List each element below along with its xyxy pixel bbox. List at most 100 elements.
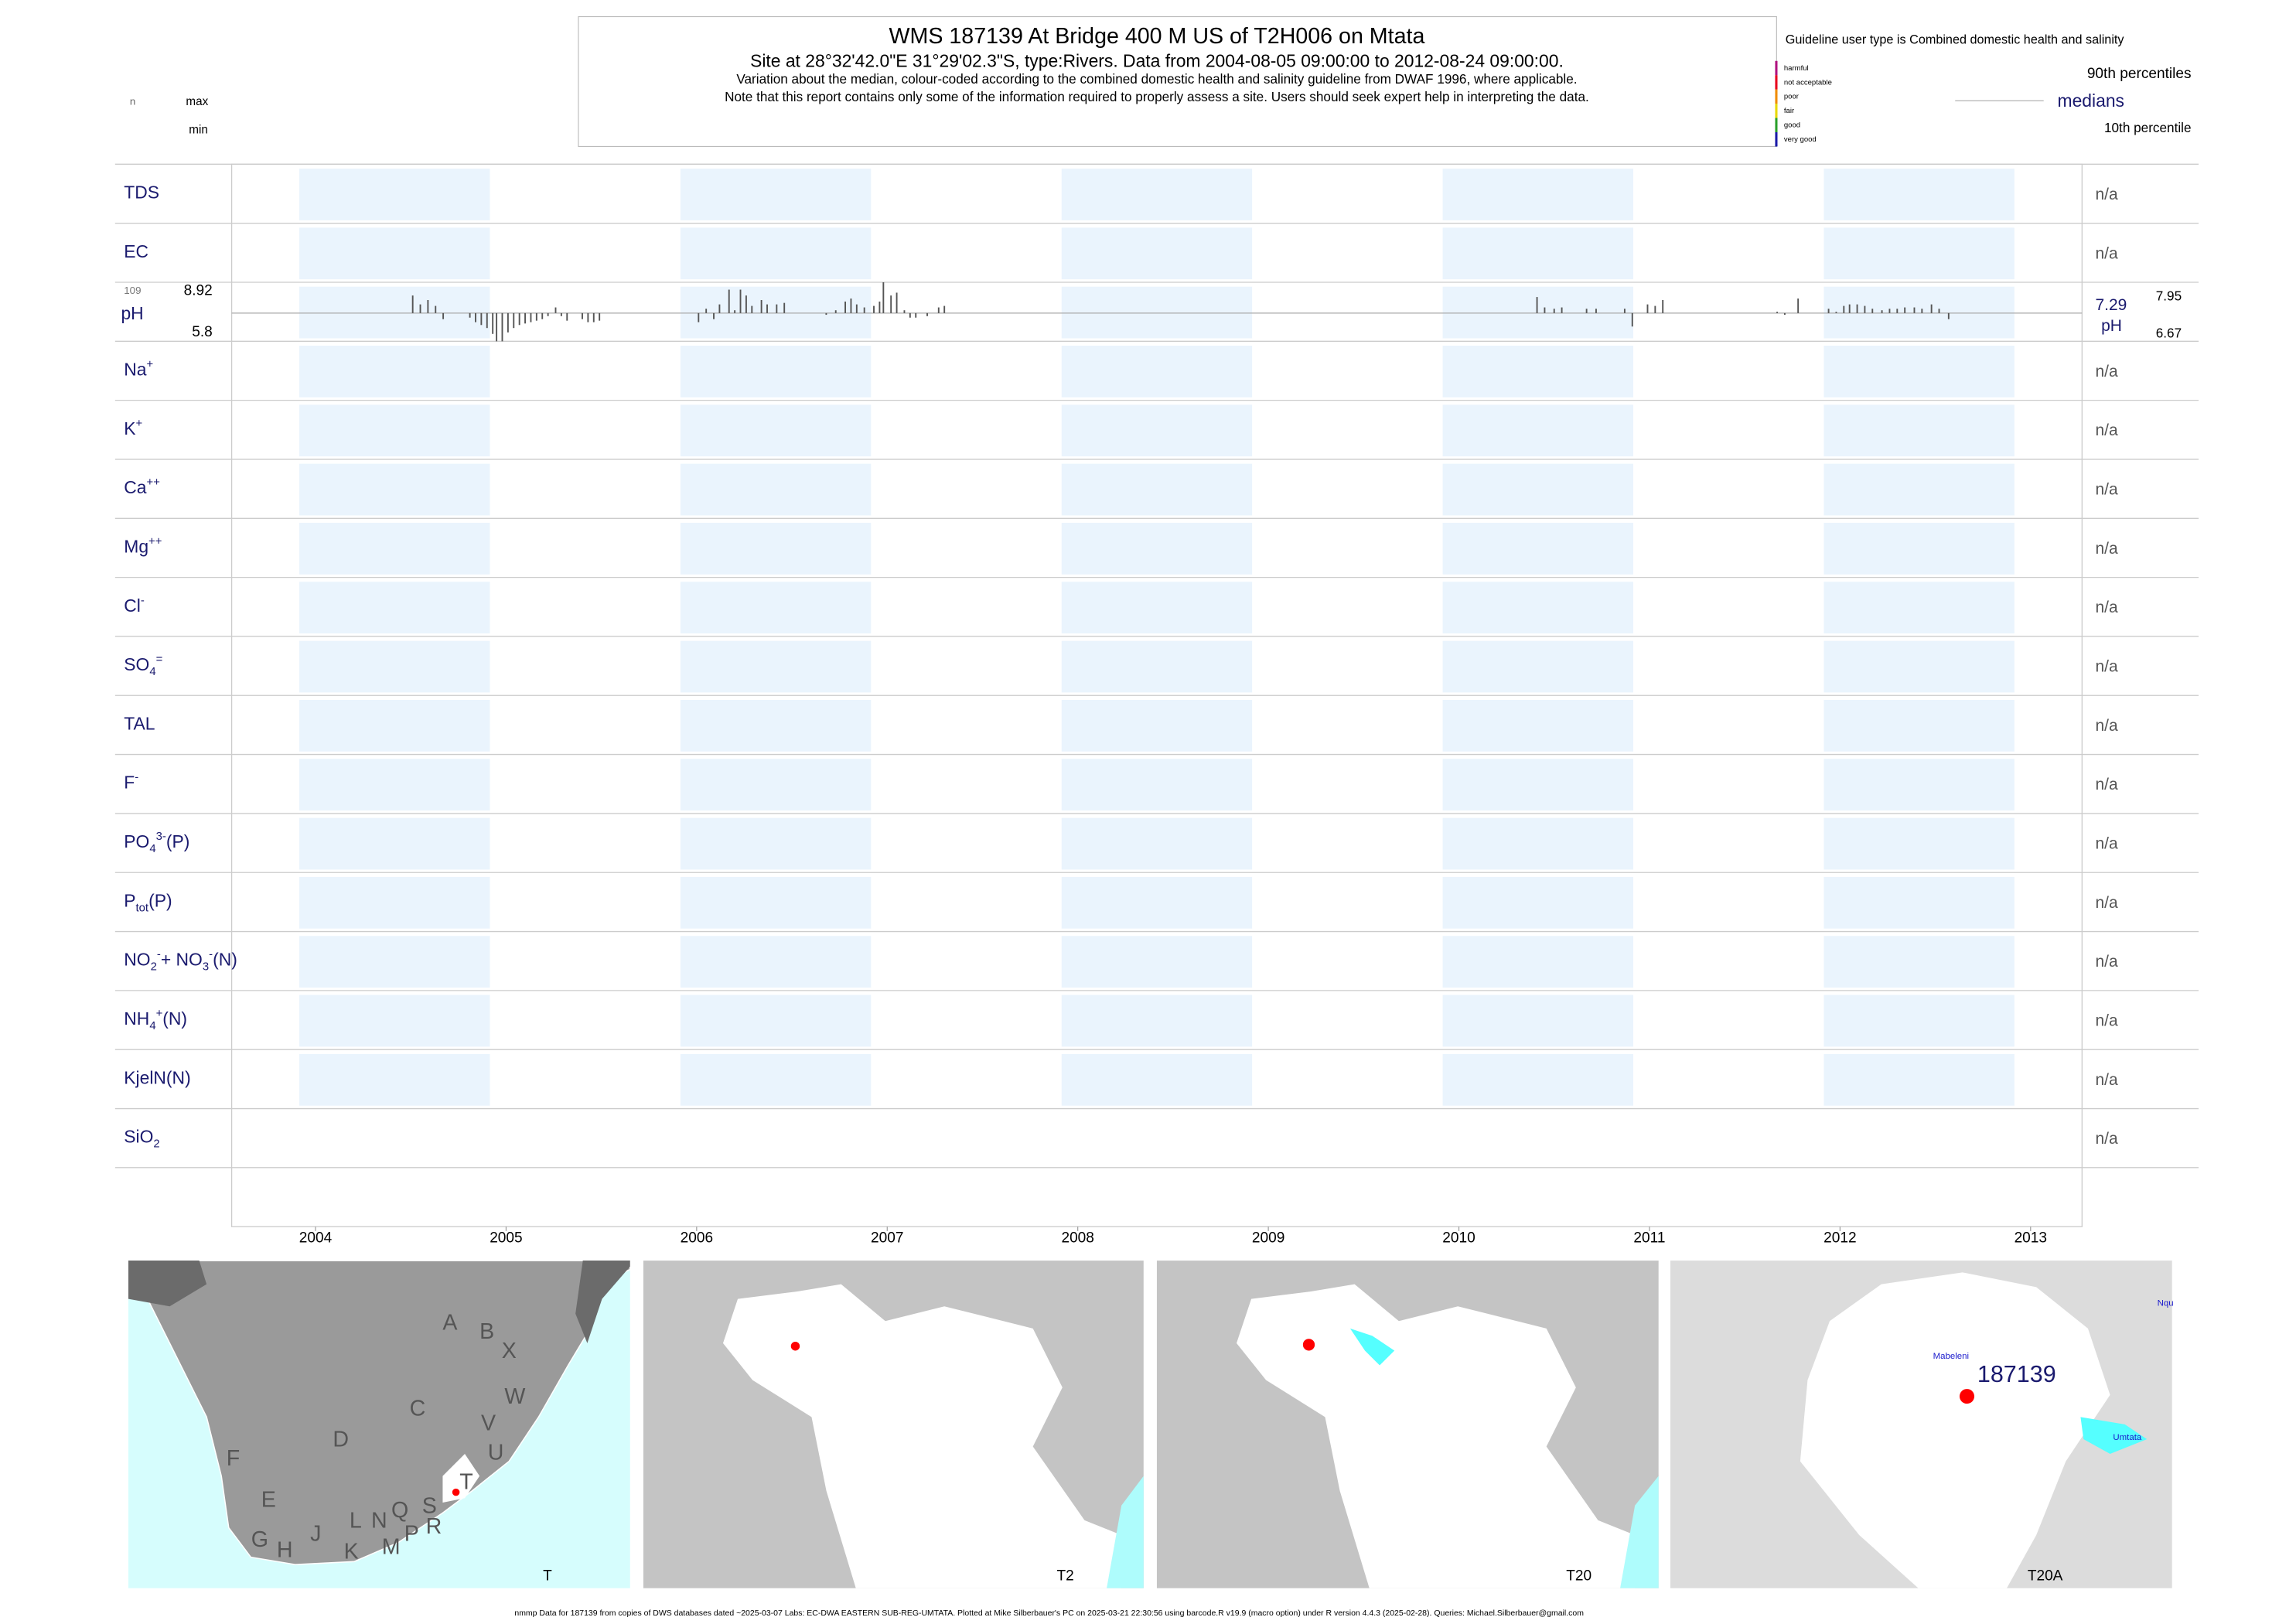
year-band — [1061, 286, 1253, 339]
year-band — [680, 876, 872, 929]
status: n/a — [2095, 363, 2117, 380]
class-swatch — [1775, 132, 1778, 147]
status: n/a — [2095, 776, 2117, 793]
year-band — [680, 817, 872, 870]
guideline-text: Guideline user type is Combined domestic… — [1786, 32, 2125, 46]
legend-p10: 10th percentile — [2104, 120, 2192, 135]
place-label: Umtata — [2113, 1433, 2142, 1442]
year-band — [299, 169, 490, 220]
year-band — [1061, 169, 1253, 220]
subtitle: Site at 28°32'42.0"E 31°29'02.3"S, type:… — [750, 51, 1564, 71]
site-dot — [452, 1488, 460, 1496]
row-label: PO43-(P) — [124, 831, 189, 855]
class-label: good — [1784, 121, 1800, 130]
year-band — [1061, 227, 1253, 280]
year-band — [1442, 936, 1634, 988]
status: n/a — [2095, 894, 2117, 912]
label-part: - — [157, 949, 161, 961]
note: Variation about the median, colour-coded… — [736, 71, 1577, 87]
year-band — [1823, 227, 2015, 280]
region-label: G — [251, 1527, 268, 1552]
year-band — [1823, 936, 2015, 988]
region-label: E — [261, 1488, 276, 1513]
region-label: N — [371, 1508, 387, 1533]
year-band — [680, 1053, 872, 1106]
year-band — [1061, 523, 1253, 575]
label-part: K — [124, 418, 135, 438]
year-band — [1061, 1053, 1253, 1106]
map-neighbour — [128, 1261, 207, 1307]
place-label: Nqu — [2158, 1298, 2174, 1308]
map-catchment — [722, 1284, 1122, 1588]
label-part: P — [124, 890, 135, 910]
row-label: Mg++ — [124, 535, 162, 556]
label-part: 4 — [149, 1020, 155, 1032]
year-band — [299, 286, 490, 339]
maps: T T2 T20 187139 Mabeleni Umtata Nqu T20A… — [128, 1260, 2174, 1588]
label-part: F — [124, 773, 135, 793]
label-part: 2 — [153, 1138, 159, 1151]
year-band — [680, 463, 872, 516]
label-part: pH — [121, 303, 143, 323]
region-label: W — [504, 1384, 525, 1409]
year-band — [1061, 759, 1253, 811]
max-value: 8.92 — [184, 282, 213, 299]
year-band — [299, 876, 490, 929]
year-band — [1823, 640, 2015, 693]
class-swatch — [1775, 104, 1778, 118]
label-part: 3- — [156, 831, 166, 843]
year-band — [299, 227, 490, 280]
status: n/a — [2095, 599, 2117, 616]
year-band — [680, 582, 872, 634]
row-label: NO2-+ NO3-(N) — [124, 949, 237, 974]
year-band — [1442, 1053, 1634, 1106]
region-label: U — [488, 1441, 504, 1465]
label-part: Na — [124, 360, 147, 380]
label-part: SO — [124, 654, 149, 674]
year-band — [1823, 169, 2015, 220]
year-band — [680, 227, 872, 280]
map-sea — [1107, 1476, 1144, 1588]
status: n/a — [2095, 1130, 2117, 1148]
year-band — [680, 699, 872, 752]
region-label: C — [410, 1396, 426, 1421]
year-band — [299, 463, 490, 516]
label-part: SiO — [124, 1127, 153, 1147]
class-swatch — [1775, 118, 1778, 133]
year-band — [299, 817, 490, 870]
year-band — [1823, 286, 2015, 339]
label-part: 2 — [151, 961, 157, 974]
legend-p90: 90th percentiles — [2087, 66, 2192, 82]
map-label: T20 — [1566, 1568, 1592, 1584]
label-part: Ca — [124, 477, 147, 497]
year-band — [299, 346, 490, 397]
row-label: SiO2 — [124, 1127, 159, 1151]
x-tick-label: 2011 — [1633, 1230, 1665, 1246]
class-label: poor — [1784, 93, 1800, 101]
year-band — [1442, 759, 1634, 811]
year-band — [1442, 227, 1634, 280]
status: n/a — [2095, 658, 2117, 676]
year-band — [1061, 463, 1253, 516]
label-part: 3 — [203, 961, 209, 974]
footer: nmmp Data for 187139 from copies of DWS … — [514, 1609, 1584, 1618]
region-label: L — [350, 1508, 362, 1533]
map-label: T2 — [1057, 1568, 1074, 1584]
x-tick-label: 2013 — [2015, 1230, 2047, 1246]
label-part: KjelN(N) — [124, 1067, 190, 1087]
x-tick-label: 2009 — [1252, 1230, 1284, 1246]
row-label: Ca++ — [124, 476, 160, 497]
row-label: Cl- — [124, 595, 145, 616]
region-label: J — [310, 1522, 321, 1547]
year-band — [1442, 404, 1634, 457]
year-band — [680, 286, 872, 339]
year-band — [680, 523, 872, 575]
map-catchment — [1236, 1284, 1636, 1588]
n-value: 109 — [124, 285, 141, 296]
status: n/a — [2095, 717, 2117, 735]
status: n/a — [2095, 186, 2117, 203]
row-label: TDS — [124, 183, 159, 203]
status: n/a — [2095, 421, 2117, 439]
label-part: 4 — [149, 843, 155, 855]
